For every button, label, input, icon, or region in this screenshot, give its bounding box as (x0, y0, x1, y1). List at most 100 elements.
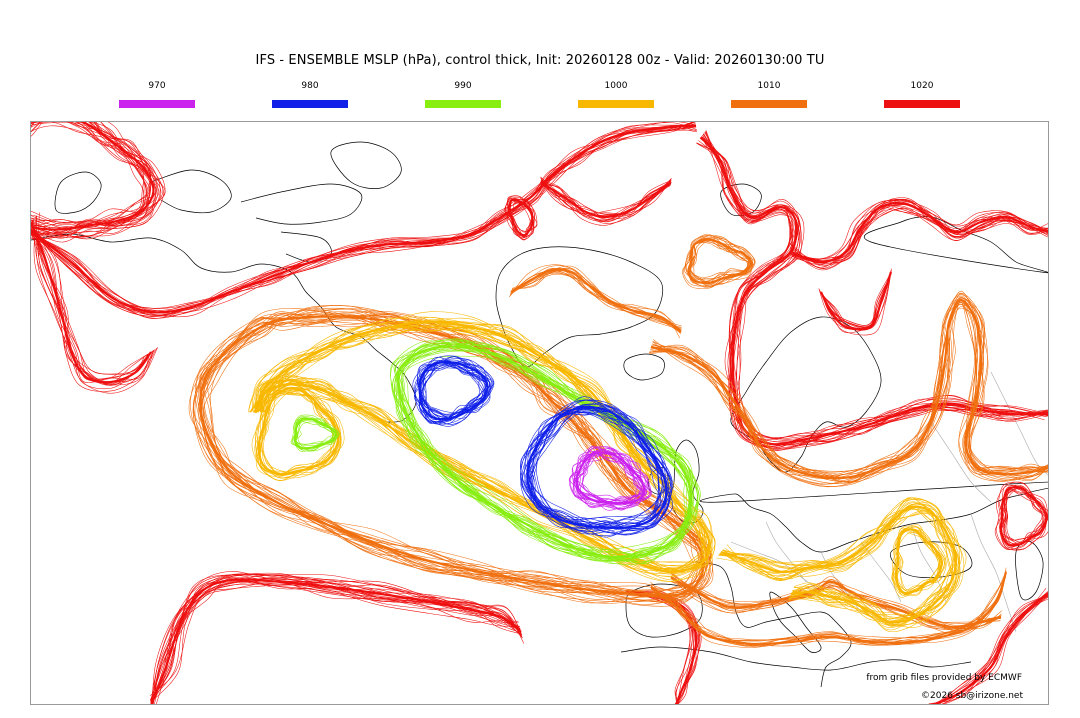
isobar-1020 (541, 184, 671, 222)
isobar-1000 (720, 503, 953, 619)
isobar-1000 (897, 528, 939, 593)
isobar-970-control (575, 451, 646, 505)
map-frame (30, 121, 1049, 705)
isobar-1020 (999, 488, 1048, 545)
isobar-1000 (255, 383, 340, 481)
isobar-1010 (200, 317, 701, 591)
isobar-990-control (396, 345, 693, 559)
isobar-1020 (703, 133, 1048, 448)
coastline (150, 169, 232, 214)
isobar-970 (577, 452, 644, 502)
isobar-1000 (719, 509, 955, 619)
isobar-1020 (540, 181, 672, 220)
legend-label-1010: 1010 (757, 81, 781, 91)
map-title: IFS - ENSEMBLE MSLP (hPa), control thick… (255, 53, 825, 68)
coastline (863, 216, 1048, 274)
isobar-1020 (152, 571, 523, 704)
isobar-1000 (260, 323, 708, 567)
isobar-1020 (504, 197, 538, 241)
isobar-990 (295, 418, 334, 449)
isobar-1020-control (540, 181, 672, 219)
isobar-1000 (255, 320, 712, 577)
isobar-1020 (701, 136, 1048, 443)
isobar-1010 (511, 270, 682, 330)
isobar-1000-control (254, 320, 711, 574)
isobar-1020-control (790, 202, 1048, 264)
legend-item-1010: 1010 (730, 80, 808, 108)
coastline (730, 316, 882, 473)
isobar-1020 (705, 130, 1048, 447)
country-border (930, 421, 992, 503)
isobar-1020 (31, 126, 697, 316)
isobar-1020 (820, 275, 891, 327)
isobar-1020 (31, 122, 145, 225)
isobar-1010 (510, 272, 682, 329)
isobar-1020 (704, 132, 1048, 450)
isobar-1020 (31, 122, 696, 318)
isobar-1010-control (650, 298, 1048, 480)
isobar-1020 (31, 122, 151, 229)
legend-label-970: 970 (148, 81, 166, 91)
coastline (330, 141, 402, 189)
isobar-1010 (649, 292, 1048, 477)
isobar-1020 (790, 207, 1048, 264)
isobar-1020 (703, 133, 1048, 447)
isobar-1000 (260, 327, 707, 567)
isobar-980-control (526, 405, 668, 530)
isobar-980 (528, 406, 671, 533)
isobar-1020 (791, 198, 1048, 264)
isobar-1010 (509, 264, 681, 339)
legend-item-1000: 1000 (577, 80, 655, 108)
isobar-map (31, 122, 1048, 704)
isobar-1020 (31, 233, 149, 383)
isobar-1010 (652, 307, 1048, 484)
isobar-1000 (257, 324, 708, 571)
isobar-1020-control (700, 136, 1048, 446)
isobar-1010 (685, 237, 751, 285)
isobar-1000 (250, 317, 716, 574)
isobar-1020 (509, 200, 534, 238)
isobar-1020-control (31, 122, 155, 231)
isobar-1000 (719, 502, 954, 626)
isobar-980 (421, 362, 487, 416)
isobar-1010 (650, 297, 1048, 477)
isobar-1020-control (508, 198, 534, 237)
legend-swatch-990 (425, 100, 501, 108)
isobar-1020 (31, 122, 147, 234)
isobar-1020 (150, 578, 520, 701)
coastline (1015, 541, 1044, 601)
isobar-980 (529, 407, 670, 529)
isobar-1020 (150, 577, 522, 701)
isobar-1000 (248, 317, 713, 582)
isobar-1020 (149, 582, 520, 696)
coastline (54, 171, 102, 214)
isobar-1020-control (31, 124, 697, 314)
isobar-1010 (650, 302, 1048, 482)
isobar-980 (524, 411, 669, 530)
legend-item-990: 990 (424, 80, 502, 108)
isobar-1020 (31, 122, 150, 234)
coastline (240, 183, 363, 225)
isobar-1000 (724, 510, 956, 616)
legend-item-980: 980 (271, 80, 349, 108)
isobar-980 (417, 361, 486, 418)
isobar-990 (399, 345, 694, 562)
coastline (769, 591, 822, 653)
legend-swatch-980 (272, 100, 348, 108)
isobar-1020-control (999, 485, 1048, 547)
isobar-990 (397, 343, 695, 559)
isobar-980 (532, 408, 660, 525)
isobar-1020 (33, 215, 155, 394)
isobar-1020 (941, 592, 1048, 704)
country-border (990, 371, 1048, 476)
isobar-1020 (932, 593, 1048, 704)
isobar-1020 (150, 580, 523, 704)
isobar-1000 (257, 322, 704, 571)
isobar-1000-control (720, 505, 958, 624)
isobar-contours (31, 122, 1048, 704)
isobar-1000-control (894, 528, 943, 595)
coastline (620, 646, 972, 671)
isobar-1020 (791, 197, 1048, 260)
isobar-1010 (689, 237, 752, 284)
legend-swatch-970 (119, 100, 195, 108)
